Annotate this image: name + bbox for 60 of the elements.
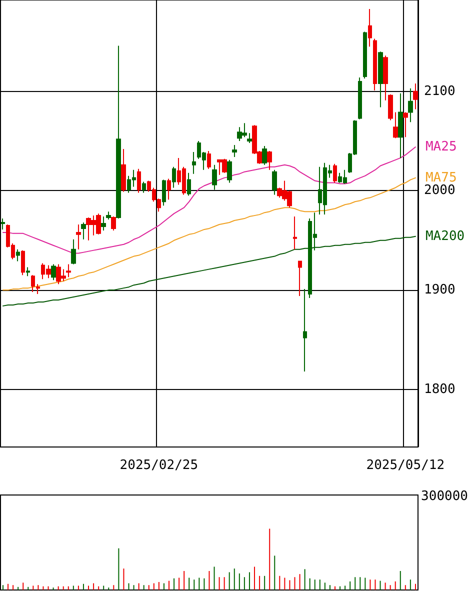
text: 300000 [421, 489, 468, 504]
candlestick [207, 150, 211, 170]
candlestick [363, 31, 367, 79]
candlestick [121, 148, 126, 192]
candlestick [26, 266, 30, 277]
candlestick [172, 166, 176, 188]
candlestick [66, 264, 71, 278]
candlestick [368, 8, 372, 48]
line-series [2, 177, 416, 291]
line-series [2, 236, 416, 306]
candlestick [1, 218, 5, 230]
candlestick [137, 168, 141, 194]
candlestick [21, 250, 25, 276]
candlestick [393, 112, 398, 139]
candlestick [413, 82, 418, 110]
candlestick [187, 172, 191, 196]
candlestick [51, 264, 56, 281]
candlestick [142, 181, 146, 194]
line-series [2, 146, 416, 254]
candlestick [36, 284, 40, 295]
candlestick [403, 112, 408, 138]
candlestick [16, 248, 20, 262]
candlestick [31, 274, 35, 293]
candlestick [303, 288, 307, 372]
candlestick [378, 51, 383, 108]
y-tick-label: 2100 [424, 84, 456, 99]
candlestick [408, 88, 413, 123]
candlestick [358, 76, 362, 120]
candlestick [81, 222, 86, 240]
candlestick [262, 146, 267, 166]
candlestick [267, 150, 272, 170]
x-tick-label: 2025/02/25 [120, 458, 198, 473]
candlestick [232, 144, 237, 158]
candlestick [388, 94, 393, 121]
candlestick [272, 169, 277, 196]
candlestick [247, 132, 252, 144]
candlestick [212, 164, 217, 190]
candlestick [398, 92, 403, 158]
candlestick [111, 216, 116, 231]
candlestick [373, 38, 377, 91]
candlestick [162, 179, 166, 206]
candlestick [106, 211, 111, 220]
candlestick [116, 45, 121, 220]
y-tick-label: 2000 [424, 183, 456, 198]
x-tick-label: 2025/05/12 [366, 458, 445, 473]
y-tick-label: 1900 [424, 282, 456, 298]
candlestick [101, 216, 106, 231]
y-tick-label: 1800 [424, 382, 456, 397]
series-label: MA75 [425, 170, 457, 186]
candlestick [333, 163, 337, 184]
series-label: MA200 [425, 228, 465, 244]
candlestick [227, 159, 232, 184]
candlestick [298, 260, 302, 297]
series-label: MA25 [425, 140, 457, 155]
candlestick [293, 216, 297, 250]
candlestick [71, 238, 76, 265]
candlestick [167, 178, 171, 200]
candlestick [192, 151, 196, 174]
candlestick [76, 224, 81, 250]
candlestick [383, 55, 388, 101]
